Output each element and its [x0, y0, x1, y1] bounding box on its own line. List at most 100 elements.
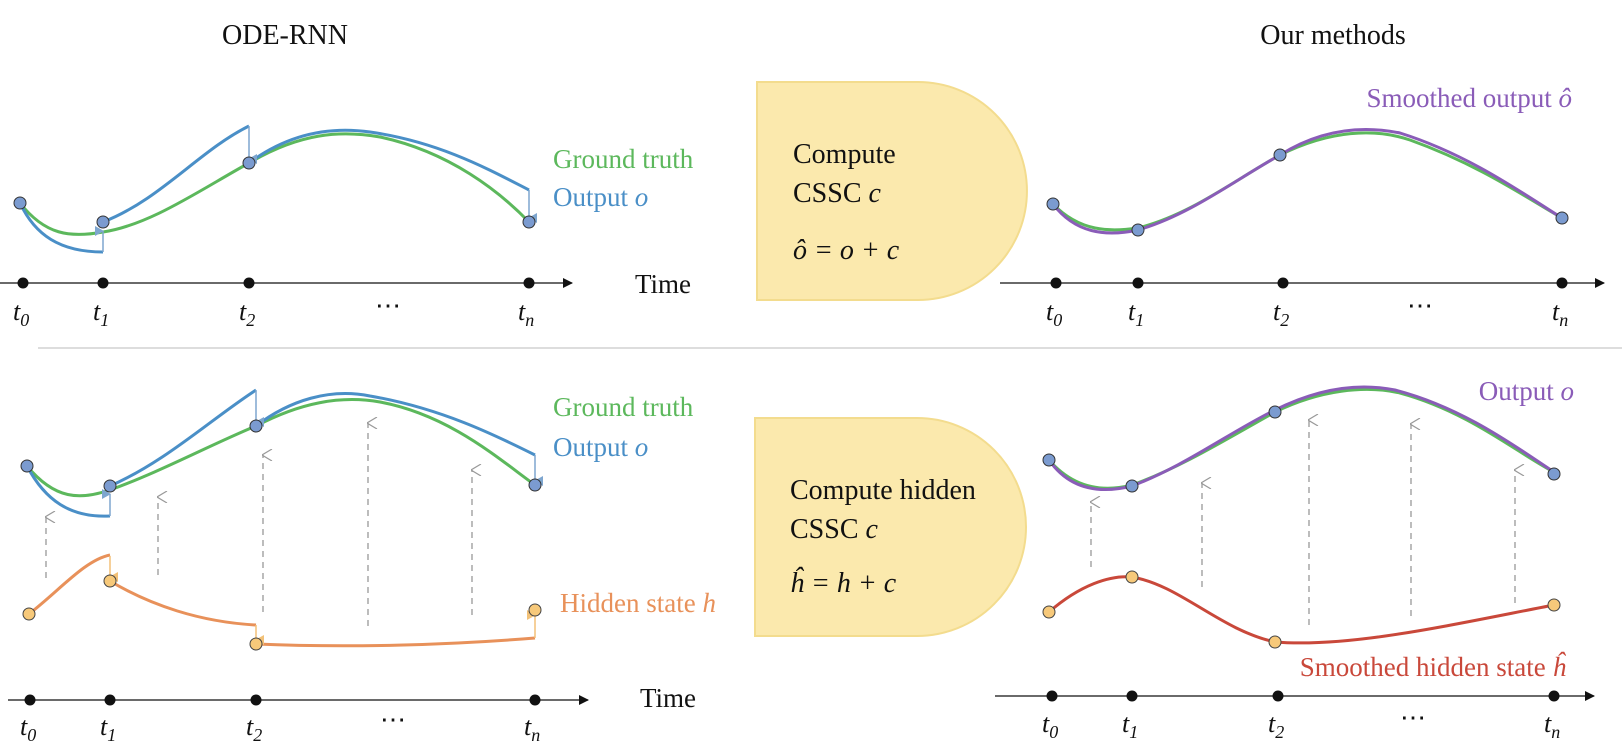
output-curve-seg2 [109, 388, 257, 488]
legend-smoothed-hidden-state: Smoothed hidden state ĥ [1300, 651, 1567, 682]
hidden-state-seg2 [109, 579, 257, 627]
tick-dot [250, 694, 262, 706]
observation-point [249, 419, 263, 433]
box-line2: CSSC c [790, 514, 879, 545]
tick-ellipsis: ⋯ [1407, 291, 1433, 320]
tick-dot [529, 694, 541, 706]
hidden-point [1547, 598, 1561, 612]
tick-dot [1050, 277, 1062, 289]
ground-truth-curve [18, 132, 531, 236]
observation-point [1125, 479, 1139, 493]
output-curve [1047, 385, 1555, 492]
legend-ground-truth: Ground truth [553, 144, 694, 174]
tick-dot [1548, 690, 1560, 702]
observation-point [1046, 197, 1060, 211]
observation-point [1273, 148, 1287, 162]
observation-point [1268, 405, 1282, 419]
hidden-state-seg1 [28, 553, 111, 616]
tick-dot [1556, 277, 1568, 289]
observation-point [1555, 211, 1569, 225]
observation-point [528, 478, 542, 492]
tick-dot [1277, 277, 1289, 289]
tick-dot [1126, 690, 1138, 702]
tick-dot [523, 277, 535, 289]
ground-truth-curve [25, 398, 536, 498]
bottom-right-panel: t0 t1 t2 ⋯ tn Output o Smoothed hidden s… [995, 376, 1595, 742]
tick-dot [243, 277, 255, 289]
tick-label-t2: t2 [239, 297, 255, 330]
tick-label-t2: t2 [1273, 297, 1289, 330]
tick-label-t0: t0 [20, 712, 36, 745]
box-shape [756, 81, 1028, 301]
hidden-point [1268, 635, 1282, 649]
legend-output: Output o [553, 432, 648, 462]
box-line1: Compute [793, 139, 896, 170]
box-formula: ĥ = h + c [790, 567, 897, 599]
legend-hidden-state: Hidden state h [560, 588, 716, 618]
observation-point [1131, 223, 1145, 237]
title-right: Our methods [1260, 20, 1405, 51]
observation-point [20, 459, 34, 473]
tick-dot [1046, 690, 1058, 702]
tick-dot [17, 277, 29, 289]
hidden-point [1125, 570, 1139, 584]
tick-label-t1: t1 [1122, 709, 1138, 742]
tick-dot [1132, 277, 1144, 289]
top-left-panel: Time t0 t1 t2 ⋯ tn Ground truth Output o [0, 124, 694, 330]
output-curve-seg1 [18, 202, 104, 254]
observation-point [13, 196, 27, 210]
time-label: Time [635, 269, 691, 299]
tick-label-tn: tn [1552, 297, 1568, 330]
box-shape [754, 417, 1027, 637]
hidden-point [22, 607, 36, 621]
tick-label-tn: tn [1544, 709, 1560, 742]
tick-label-t2: t2 [246, 712, 262, 745]
time-label: Time [640, 683, 696, 713]
legend-output: Output o [1479, 376, 1574, 406]
tick-dot [24, 694, 36, 706]
hidden-state-seg3 [255, 636, 536, 648]
tick-label-t1: t1 [1128, 297, 1144, 330]
smoothed-output-curve [1051, 128, 1563, 235]
smoothed-hidden-curve [1048, 575, 1555, 645]
legend-smoothed-output: Smoothed output ô [1366, 83, 1572, 113]
tick-label-t0: t0 [1046, 297, 1062, 330]
tick-dot [1272, 690, 1284, 702]
output-curve-seg3 [248, 128, 530, 192]
box-line1: Compute hidden [790, 475, 976, 506]
compute-cssc-box: Compute CSSC c ô = o + c [756, 81, 1028, 301]
hidden-point [528, 603, 542, 617]
hidden-point [103, 574, 117, 588]
observation-point [522, 215, 536, 229]
tick-ellipsis: ⋯ [1400, 703, 1426, 732]
tick-label-t0: t0 [1042, 709, 1058, 742]
output-curve-seg3 [255, 392, 536, 457]
top-right-panel: t0 t1 t2 ⋯ tn Smoothed output ô [1000, 83, 1605, 330]
observation-point [242, 156, 256, 170]
tick-ellipsis: ⋯ [380, 705, 406, 734]
tick-label-t0: t0 [13, 297, 29, 330]
tick-dot [97, 277, 109, 289]
compute-hidden-cssc-box: Compute hidden CSSC c ĥ = h + c [754, 417, 1027, 637]
hidden-point [249, 637, 263, 651]
observation-point [96, 215, 110, 229]
observation-point [103, 479, 117, 493]
box-formula: ô = o + c [793, 235, 900, 266]
tick-label-tn: tn [524, 712, 540, 745]
ground-truth-curve [1051, 131, 1563, 232]
tick-ellipsis: ⋯ [375, 291, 401, 320]
hidden-point [1042, 605, 1056, 619]
tick-label-t2: t2 [1268, 709, 1284, 742]
output-curve-seg1 [25, 465, 111, 518]
tick-label-t1: t1 [100, 712, 116, 745]
bottom-left-panel: Time t0 t1 t2 ⋯ tn Gr [8, 388, 716, 745]
legend-ground-truth: Ground truth [553, 392, 694, 422]
tick-dot [104, 694, 116, 706]
observation-point [1042, 453, 1056, 467]
box-line2: CSSC c [793, 178, 882, 209]
title-left: ODE-RNN [222, 20, 348, 51]
tick-label-tn: tn [518, 297, 534, 330]
observation-point [1547, 467, 1561, 481]
